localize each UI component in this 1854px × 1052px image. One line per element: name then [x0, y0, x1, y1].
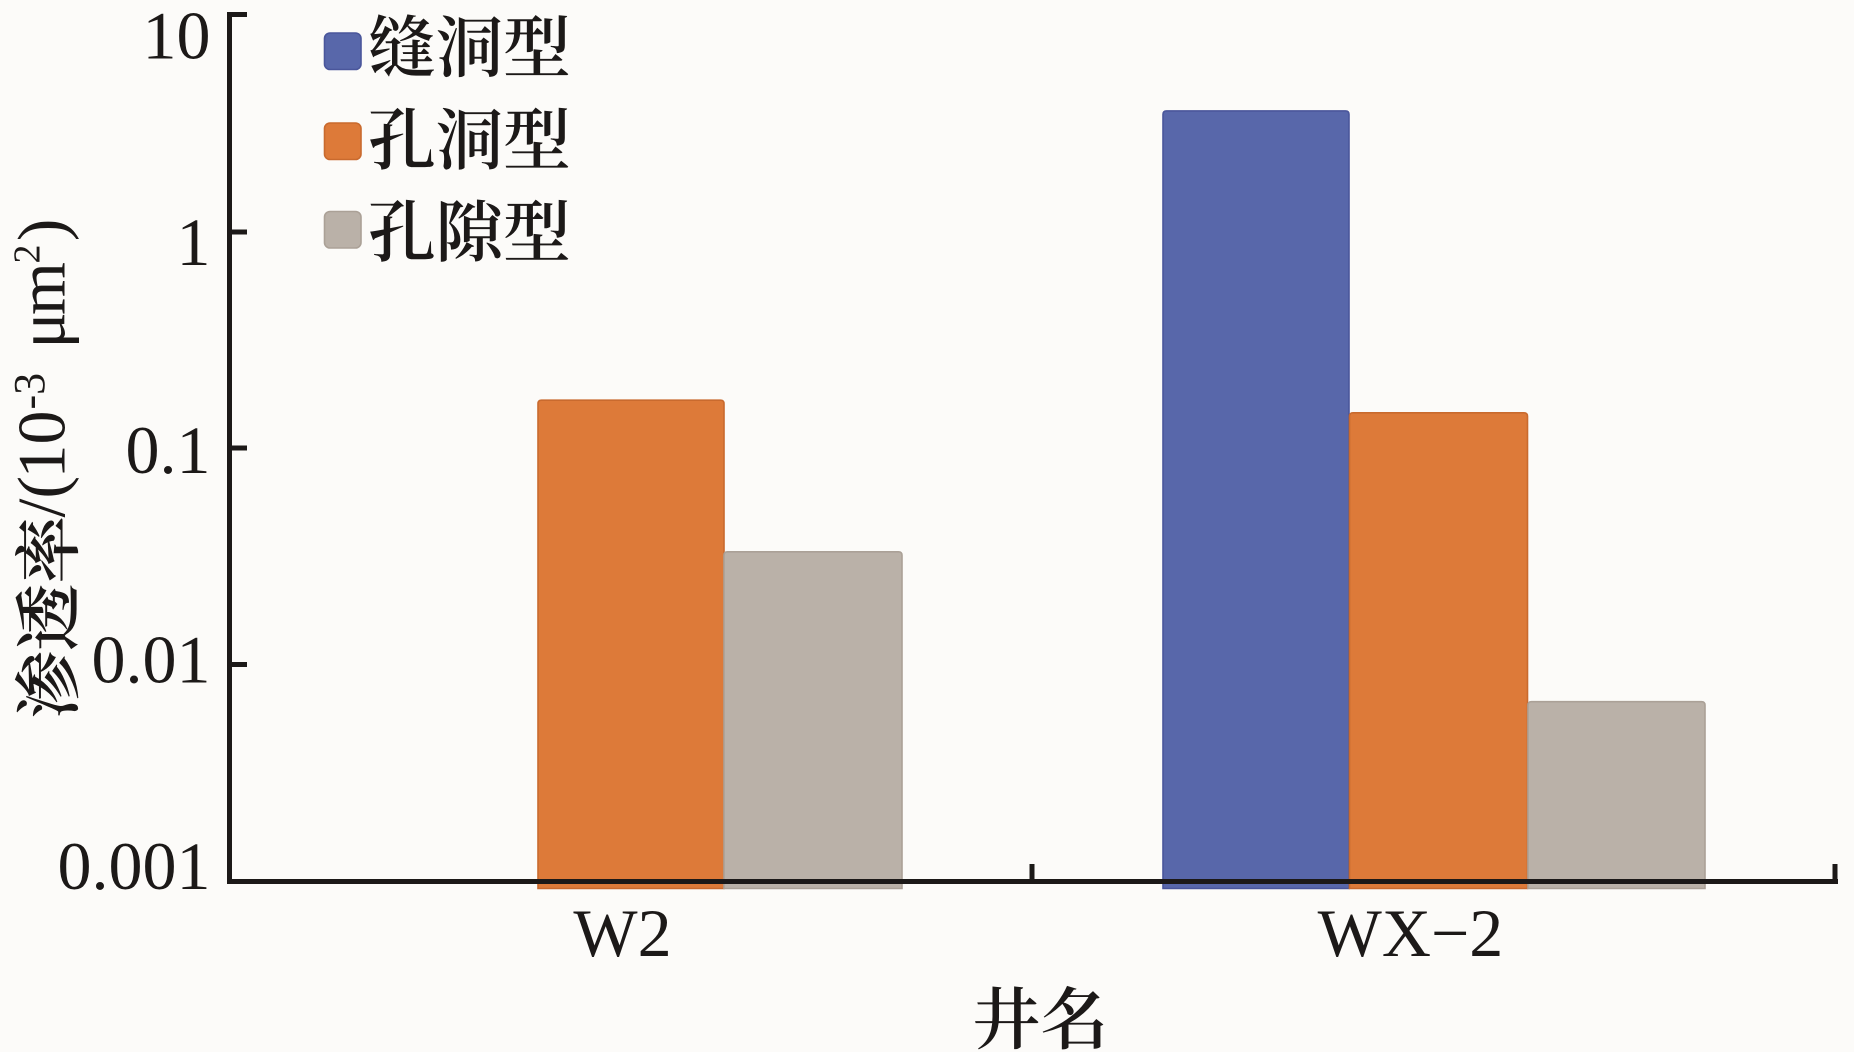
svg-text:1: 1: [177, 204, 211, 280]
svg-text:0.01: 0.01: [92, 622, 211, 698]
svg-text:0.1: 0.1: [126, 412, 211, 488]
svg-text:/(10-3μm2): /(10-3μm2): [4, 219, 80, 518]
svg-text:0.001: 0.001: [58, 828, 211, 904]
svg-text:W2: W2: [573, 895, 671, 971]
svg-text:WX−2: WX−2: [1318, 895, 1504, 971]
svg-text:10: 10: [143, 0, 211, 74]
